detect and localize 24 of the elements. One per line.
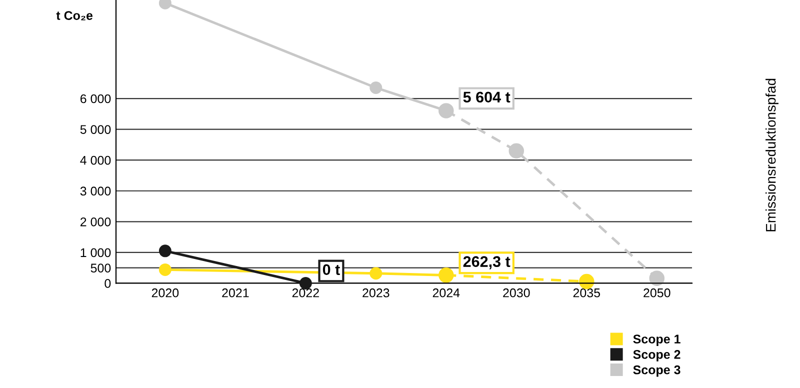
legend-label: Scope 2	[633, 350, 680, 362]
legend-label: Scope 1	[633, 334, 680, 346]
x-tick-label: 2020	[152, 288, 179, 298]
text: Emissionsreduktionspfad	[766, 78, 778, 232]
x-tick-label: 2023	[362, 288, 390, 298]
legend-label: Scope 3	[633, 365, 680, 377]
y-tick-label: 500	[90, 264, 111, 272]
x-tick-label: 2030	[503, 288, 530, 298]
y-tick-label: 4 000	[80, 156, 111, 165]
data-label: 5 604 t	[463, 92, 510, 103]
x-tick-label: 2035	[573, 288, 600, 298]
x-tick-label: 2022	[292, 288, 319, 298]
y-tick-label: 2 000	[80, 217, 111, 226]
x-tick-label: 2021	[222, 288, 249, 298]
x-tick-label: 2050	[644, 288, 670, 298]
x-tick-label: 2024	[432, 288, 460, 298]
data-label: 262,3 t	[463, 256, 510, 270]
y-tick-label: 5 000	[80, 125, 111, 134]
y-tick-label: 1 000	[80, 248, 111, 258]
y-tick-label: 0	[104, 279, 111, 288]
y-axis-title: t Co₂e	[56, 11, 93, 20]
y-tick-label: 3 000	[80, 186, 111, 196]
data-label: 0 t	[322, 264, 340, 276]
y-tick-label: 6 000	[80, 94, 111, 104]
